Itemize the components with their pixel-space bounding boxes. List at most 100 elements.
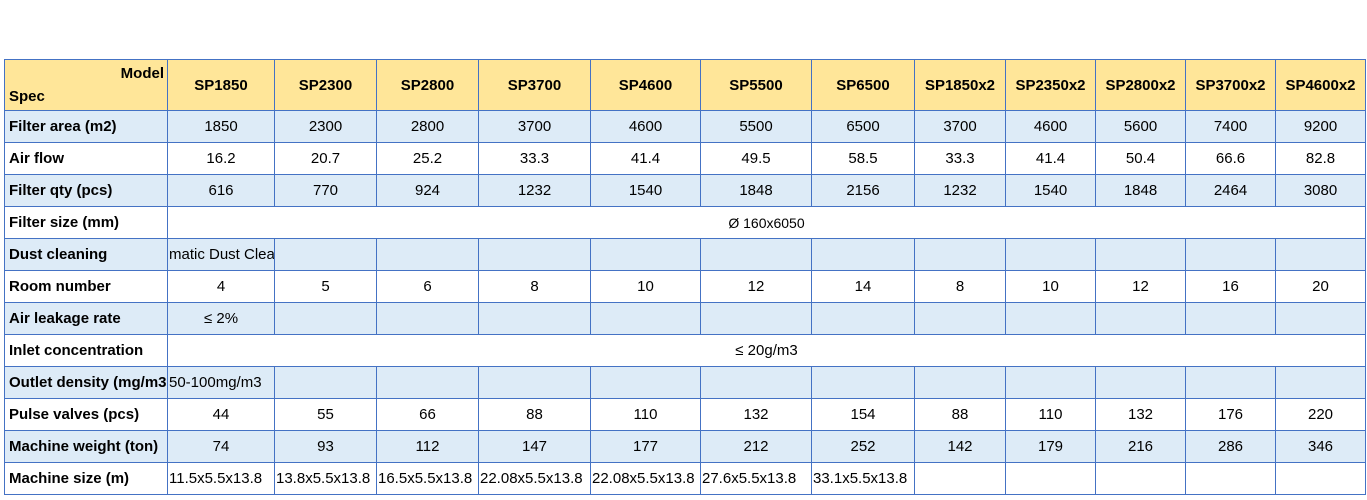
value-cell: 1232 <box>478 174 591 207</box>
row-label: Machine weight (ton) <box>4 430 168 463</box>
value-cell: 6 <box>376 270 479 303</box>
empty-cell <box>376 302 479 335</box>
model-header-cell: SP2300 <box>274 59 377 111</box>
value-cell: 216 <box>1095 430 1186 463</box>
empty-cell <box>478 238 591 271</box>
corner-cell: Model Spec <box>4 59 168 111</box>
value-cell: 10 <box>590 270 701 303</box>
empty-cell <box>811 302 915 335</box>
empty-cell <box>1095 238 1186 271</box>
value-cell: 110 <box>590 398 701 431</box>
value-cell: 14 <box>811 270 915 303</box>
value-cell: 177 <box>590 430 701 463</box>
empty-cell <box>1275 302 1366 335</box>
row-filter-qty: Filter qty (pcs) 616 770 924 1232 1540 1848 215… <box>4 174 1366 207</box>
row-label: Dust cleaning <box>4 238 168 271</box>
value-cell: 212 <box>700 430 812 463</box>
value-cell: 11.5x5.5x13.8 <box>167 462 275 495</box>
value-cell: 16.5x5.5x13.8 <box>376 462 479 495</box>
row-pulse-valves: Pulse valves (pcs) 44 55 66 88 110 132 154 88 110… <box>4 398 1366 431</box>
spec-table: Model Spec SP1850 SP2300 SP2800 SP3700 SP460… <box>4 59 1366 495</box>
value-cell: 93 <box>274 430 377 463</box>
value-cell: 4600 <box>590 110 701 143</box>
value-cell: 66 <box>376 398 479 431</box>
row-filter-size: Filter size (mm) Ø 160x6050 <box>4 206 1366 239</box>
empty-cell <box>914 302 1006 335</box>
value-cell: 8 <box>914 270 1006 303</box>
model-header-cell: SP5500 <box>700 59 812 111</box>
empty-cell <box>1095 462 1186 495</box>
row-label: Room number <box>4 270 168 303</box>
empty-cell <box>478 366 591 399</box>
empty-cell <box>376 238 479 271</box>
value-cell: 4600 <box>1005 110 1096 143</box>
empty-cell <box>700 366 812 399</box>
row-label: Filter size (mm) <box>4 206 168 239</box>
model-header-cell: SP2800x2 <box>1095 59 1186 111</box>
value-cell: 1850 <box>167 110 275 143</box>
empty-cell <box>700 302 812 335</box>
value-cell: 1232 <box>914 174 1006 207</box>
empty-cell <box>274 302 377 335</box>
empty-cell <box>700 238 812 271</box>
value-cell: 10 <box>1005 270 1096 303</box>
empty-cell <box>274 238 377 271</box>
value-cell: 2800 <box>376 110 479 143</box>
empty-cell <box>478 302 591 335</box>
value-cell: 1848 <box>1095 174 1186 207</box>
value-cell: 1540 <box>590 174 701 207</box>
value-cell: 346 <box>1275 430 1366 463</box>
empty-cell <box>1005 238 1096 271</box>
value-cell: 1848 <box>700 174 812 207</box>
row-outlet-density: Outlet density (mg/m3 50-100mg/m3 <box>4 366 1366 399</box>
value-cell: 176 <box>1185 398 1276 431</box>
empty-cell <box>914 238 1006 271</box>
value-cell: 5600 <box>1095 110 1186 143</box>
value-cell: 22.08x5.5x13.8 <box>590 462 701 495</box>
row-label: Pulse valves (pcs) <box>4 398 168 431</box>
value-cell: 16 <box>1185 270 1276 303</box>
model-header-cell: SP2350x2 <box>1005 59 1096 111</box>
empty-cell <box>1185 238 1276 271</box>
empty-cell <box>1185 462 1276 495</box>
value-cell: 220 <box>1275 398 1366 431</box>
value-cell: 74 <box>167 430 275 463</box>
empty-cell <box>1005 302 1096 335</box>
header-row: Model Spec SP1850 SP2300 SP2800 SP3700 SP460… <box>4 59 1366 111</box>
empty-cell <box>376 366 479 399</box>
empty-cell <box>1095 302 1186 335</box>
value-cell: 3700 <box>478 110 591 143</box>
row-inlet-concentration: Inlet concentration ≤ 20g/m3 <box>4 334 1366 367</box>
value-cell: 41.4 <box>1005 142 1096 175</box>
empty-cell <box>1275 238 1366 271</box>
value-cell: 132 <box>700 398 812 431</box>
empty-cell <box>811 366 915 399</box>
value-cell: 49.5 <box>700 142 812 175</box>
empty-cell <box>914 366 1006 399</box>
value-cell: 3700 <box>914 110 1006 143</box>
empty-cell <box>1095 366 1186 399</box>
value-cell: 154 <box>811 398 915 431</box>
value-cell: 9200 <box>1275 110 1366 143</box>
row-filter-area: Filter area (m2) 1850 2300 2800 3700 4600 5500… <box>4 110 1366 143</box>
value-cell: 16.2 <box>167 142 275 175</box>
value-cell: matic Dust Cleaning <box>167 238 275 271</box>
value-cell: 1540 <box>1005 174 1096 207</box>
value-cell: 6500 <box>811 110 915 143</box>
row-machine-weight: Machine weight (ton) 74 93 112 147 177 212 252 1… <box>4 430 1366 463</box>
value-cell: 20 <box>1275 270 1366 303</box>
value-cell: 2300 <box>274 110 377 143</box>
empty-cell <box>811 238 915 271</box>
value-cell: 25.2 <box>376 142 479 175</box>
corner-model-label: Model <box>120 65 164 82</box>
empty-cell <box>1005 462 1096 495</box>
value-cell: 12 <box>1095 270 1186 303</box>
value-cell: 252 <box>811 430 915 463</box>
value-cell: 55 <box>274 398 377 431</box>
value-cell: 770 <box>274 174 377 207</box>
value-cell: 7400 <box>1185 110 1276 143</box>
row-label: Air leakage rate <box>4 302 168 335</box>
value-cell: 286 <box>1185 430 1276 463</box>
model-header-cell: SP1850 <box>167 59 275 111</box>
value-cell: 13.8x5.5x13.8 <box>274 462 377 495</box>
